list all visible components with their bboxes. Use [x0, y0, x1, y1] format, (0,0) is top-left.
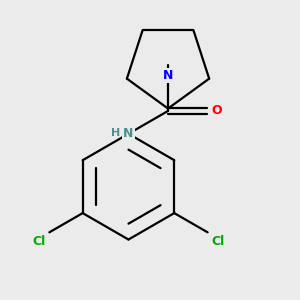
Text: O: O — [212, 104, 222, 117]
Text: Cl: Cl — [211, 235, 224, 248]
Text: Cl: Cl — [32, 235, 46, 248]
Text: N: N — [123, 127, 134, 140]
Text: H: H — [111, 128, 120, 138]
Text: N: N — [163, 69, 173, 82]
